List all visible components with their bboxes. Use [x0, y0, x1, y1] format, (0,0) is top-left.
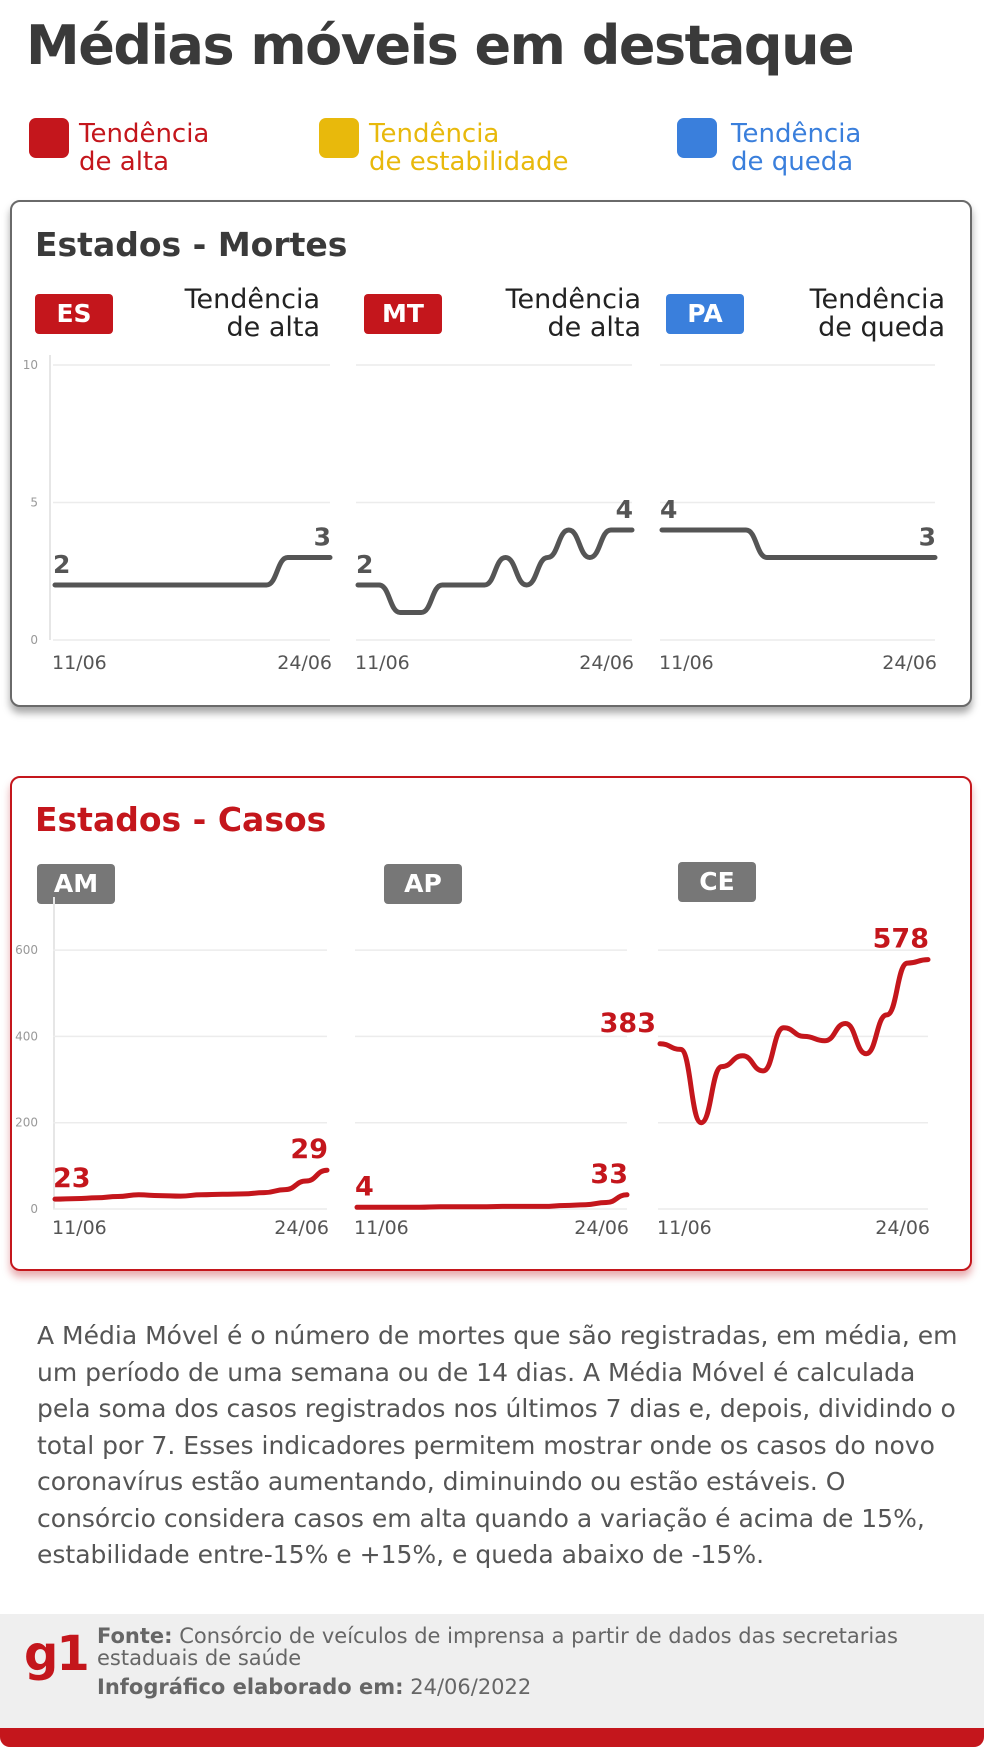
series-line-am — [52, 1167, 330, 1202]
legend-label-alta: Tendência de alta — [79, 119, 210, 177]
x-tick-label-start-ap: 11/06 — [354, 1217, 409, 1239]
x-tick-label-end-mt: 24/06 — [579, 652, 634, 674]
footer-source-label: Fonte: — [97, 1624, 173, 1648]
start-value-label-ap: 4 — [355, 1171, 374, 1202]
page-title: Médias móveis em destaque — [26, 14, 855, 77]
x-tick-label-end-ap: 24/06 — [574, 1217, 629, 1239]
footer-source-text: Consórcio de veículos de imprensa a part… — [97, 1624, 898, 1670]
methodology-note: A Média Móvel é o número de mortes que s… — [37, 1321, 958, 1569]
end-value-label-ap: 33 — [590, 1159, 628, 1190]
x-tick-label-end-ce: 24/06 — [875, 1217, 930, 1239]
deaths-panel-title: Estados - Mortes — [35, 225, 348, 264]
trend-label-es: Tendência de alta — [184, 284, 320, 343]
footer-source: Fonte: Consórcio de veículos de imprensa… — [97, 1625, 957, 1669]
trend-label-mt: Tendência de alta — [505, 284, 641, 343]
legend-label-queda: Tendência de queda — [731, 119, 862, 177]
deaths-y-tick-label: 0 — [30, 633, 38, 647]
series-line-pa — [659, 527, 938, 560]
trend-label-pa: Tendência de queda — [809, 284, 945, 343]
series-line-es — [52, 555, 333, 588]
x-tick-label-end-pa: 24/06 — [882, 652, 937, 674]
g1-logo: g1 — [24, 1626, 90, 1682]
deaths-y-tick-label: 10 — [23, 358, 38, 372]
state-badge-mt: MT — [364, 294, 442, 334]
x-tick-label-start-es: 11/06 — [52, 652, 107, 674]
series-line-mt — [355, 527, 635, 615]
end-value-label-es: 3 — [314, 523, 331, 552]
deaths-y-tick-label: 5 — [30, 496, 38, 510]
cases-panel-title: Estados - Casos — [35, 800, 327, 839]
series-line-ce — [657, 957, 931, 1126]
legend-swatch-alta — [29, 118, 69, 158]
footer-date-label: Infográfico elaborado em: — [97, 1675, 404, 1699]
legend-label-estabilidade: Tendência de estabilidade — [369, 119, 569, 177]
footer-accent-bar — [0, 1728, 984, 1747]
x-tick-label-end-am: 24/06 — [274, 1217, 329, 1239]
start-value-label-mt: 2 — [356, 550, 373, 579]
legend-swatch-queda — [677, 118, 717, 158]
end-value-label-pa: 3 — [919, 523, 936, 552]
start-value-label-es: 2 — [53, 550, 70, 579]
state-badge-pa: PA — [666, 294, 744, 334]
start-value-label-pa: 4 — [660, 495, 677, 524]
footer — [0, 1614, 984, 1728]
footer-date-text: 24/06/2022 — [410, 1675, 532, 1699]
footer-date: Infográfico elaborado em: 24/06/2022 — [97, 1675, 531, 1699]
start-value-label-am: 23 — [53, 1163, 91, 1194]
state-badge-es: ES — [35, 294, 113, 334]
cases-y-tick-label: 200 — [15, 1116, 38, 1130]
deaths-panel — [10, 200, 972, 707]
series-line-ap — [354, 1192, 630, 1210]
x-tick-label-end-es: 24/06 — [277, 652, 332, 674]
x-tick-label-start-ce: 11/06 — [657, 1217, 712, 1239]
cases-y-tick-label: 600 — [15, 943, 38, 957]
start-value-label-ce: 383 — [600, 1008, 656, 1039]
x-tick-label-start-mt: 11/06 — [355, 652, 410, 674]
end-value-label-mt: 4 — [616, 495, 633, 524]
cases-panel — [10, 776, 972, 1271]
cases-y-tick-label: 0 — [30, 1202, 38, 1216]
legend-swatch-estabilidade — [319, 118, 359, 158]
cases-y-tick-label: 400 — [15, 1029, 38, 1043]
state-badge-ap: AP — [384, 864, 462, 904]
state-badge-ce: CE — [678, 862, 756, 902]
x-tick-label-start-am: 11/06 — [52, 1217, 107, 1239]
end-value-label-am: 29 — [290, 1134, 328, 1165]
state-badge-am: AM — [37, 864, 115, 904]
end-value-label-ce: 578 — [873, 924, 929, 955]
x-tick-label-start-pa: 11/06 — [659, 652, 714, 674]
